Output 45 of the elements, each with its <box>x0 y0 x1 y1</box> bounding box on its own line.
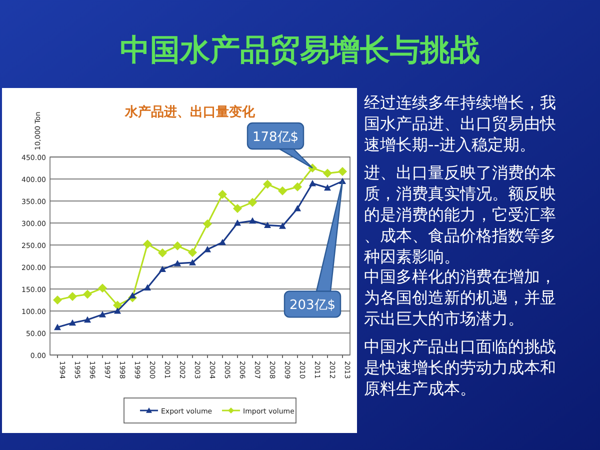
point <box>158 248 167 258</box>
text: 进、出口量反映了消费的本质，消费真实情况。额反映的是消费的能力，它受汇率、成本、食品价格指数等多种因素影响。 <box>364 163 556 266</box>
point <box>69 319 76 326</box>
point <box>203 219 212 228</box>
point <box>309 180 316 186</box>
point <box>114 308 121 314</box>
point <box>174 260 181 266</box>
point <box>263 180 272 189</box>
point <box>264 222 271 228</box>
point <box>294 204 301 212</box>
point <box>204 246 211 252</box>
chart-subtitle: 水产品进、出口量变化 <box>124 104 256 120</box>
point <box>233 204 242 213</box>
point <box>53 296 62 304</box>
point <box>279 222 286 229</box>
point <box>293 182 302 192</box>
point <box>189 259 196 266</box>
point <box>324 184 331 191</box>
point <box>54 324 61 330</box>
point <box>219 238 226 246</box>
text: 中国多样化的消费在增加，为各国创造新的机遇，并显示出巨大的市场潜力。 <box>364 267 556 328</box>
point <box>99 311 106 318</box>
point <box>248 198 257 207</box>
point <box>249 217 256 224</box>
point <box>113 300 122 310</box>
point <box>68 292 77 301</box>
annotation: 178亿$ <box>252 130 299 145</box>
annotation: 203亿$ <box>289 298 336 314</box>
point <box>173 241 182 250</box>
point <box>234 220 241 226</box>
point <box>188 248 197 257</box>
point <box>218 190 227 199</box>
point <box>159 266 166 272</box>
point <box>338 167 347 176</box>
point <box>143 240 152 249</box>
point <box>83 290 92 299</box>
chart-title: 中国水产品贸易增长与挑战 <box>120 33 480 68</box>
point <box>84 316 91 323</box>
point <box>98 284 107 293</box>
point <box>144 284 151 290</box>
point <box>129 292 136 298</box>
point <box>323 168 332 178</box>
point <box>278 186 287 196</box>
text: 中国水产品出口面临的挑战是快速增长的劳动力成本和原料生产成本。 <box>364 337 556 398</box>
text: 经过连续多年持续增长，我国水产品进、出口贸易由快速增长期--进入稳定期。 <box>364 93 556 154</box>
